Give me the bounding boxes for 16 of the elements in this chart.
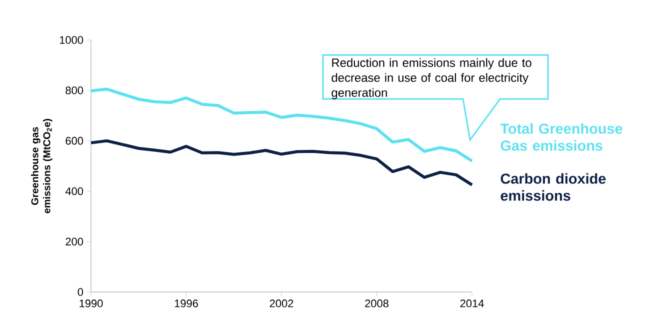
series-label: Carbon dioxide emissions [500, 173, 606, 201]
x-tick-label: 1996 [174, 300, 198, 308]
x-tick-label: 2014 [460, 300, 484, 308]
y-tick-label: 0 [78, 288, 84, 296]
line-series [90, 139, 474, 186]
y-tick-label: 800 [66, 86, 84, 94]
x-tick-label: 2008 [365, 300, 388, 308]
x-tick-label: 2002 [270, 300, 294, 308]
y-tick-label: 600 [66, 136, 84, 145]
y-axis-title: Greenhouse gas emissions (MtCO$_{2}$e) [31, 118, 52, 214]
y-tick-label: 200 [66, 238, 84, 246]
annotation: Reduction in emissions mainly due to decrease in use of coal for electricity generation [332, 58, 532, 100]
y-tick-label: 1000 [60, 36, 84, 44]
y-tick-label: 400 [65, 187, 84, 196]
x-tick-label: 1990 [80, 300, 103, 308]
text: Total Greenhouse Gas emissions [500, 123, 622, 151]
